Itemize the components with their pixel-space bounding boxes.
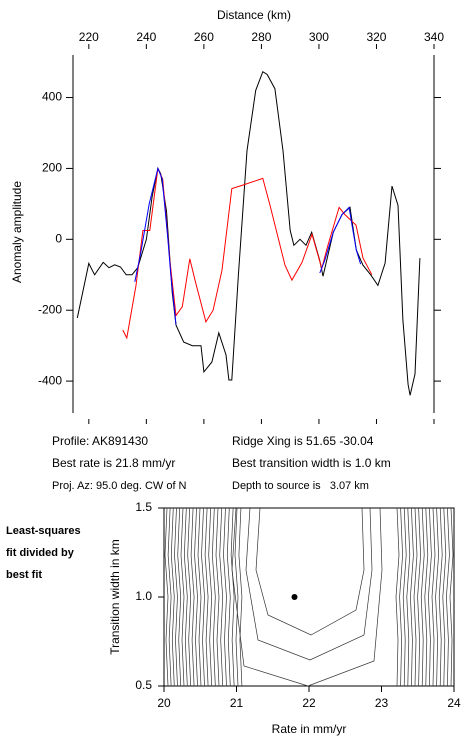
side-note: fit divided by [6, 547, 75, 559]
x-axis-title: Rate in mm/yr [272, 722, 347, 736]
contour-line [406, 507, 411, 687]
data-line [134, 166, 362, 325]
y-tick-label: 1.5 [135, 500, 152, 514]
side-note: Least-squares [6, 525, 81, 537]
side-note: best fit [6, 569, 42, 581]
contour-line [177, 507, 182, 687]
x-tick-label: 300 [309, 30, 329, 44]
y-tick-label: -400 [38, 373, 62, 387]
contour-line [449, 507, 454, 687]
x-tick-label: 320 [366, 30, 386, 44]
info-text: Ridge Xing is 51.65 -30.04 [232, 434, 374, 448]
contour-line [399, 507, 403, 687]
contour-line [431, 507, 436, 687]
x-tick-label: 280 [251, 30, 271, 44]
info-text: Proj. Az: 95.0 deg. CW of N [52, 480, 187, 492]
contour-line [238, 507, 243, 687]
contour-line [174, 507, 178, 687]
y-tick-label: 0.5 [135, 678, 152, 692]
contour-line [410, 507, 414, 687]
x-axis-title: Distance (km) [217, 8, 291, 22]
contour-line [164, 507, 169, 687]
info-text: Profile: AK891430 [52, 434, 148, 448]
info-text: Best rate is 21.8 mm/yr [52, 456, 175, 470]
info-text: Depth to source is 3.07 km [232, 480, 369, 492]
contours [164, 507, 454, 687]
x-tick-label: 220 [79, 30, 99, 44]
contour-line [438, 507, 443, 687]
contour-line [183, 507, 188, 687]
contour-line [170, 507, 175, 687]
contour-line [428, 507, 432, 687]
contour-line [395, 507, 400, 687]
x-tick-label: 20 [157, 696, 171, 710]
data-line [122, 166, 373, 340]
contour-line [446, 507, 450, 687]
contour-line [197, 507, 202, 687]
contour-line [223, 507, 227, 687]
y-tick-label: -200 [38, 302, 62, 316]
contour-line [219, 507, 224, 687]
contour-line [245, 507, 373, 661]
contour-line [204, 507, 209, 687]
contour-line [231, 507, 383, 687]
y-tick-label: 200 [42, 161, 62, 175]
contour-line [180, 507, 185, 687]
contour-line [234, 507, 239, 687]
y-axis-title: Transition width in km [108, 539, 122, 655]
contour-line [208, 507, 213, 687]
x-tick-label: 22 [302, 696, 316, 710]
y-tick-label: 400 [42, 90, 62, 104]
x-tick-label: 23 [375, 696, 389, 710]
contour-line [413, 507, 418, 687]
contour-line [442, 507, 447, 687]
contour-line [424, 507, 429, 687]
x-tick-label: 21 [230, 696, 244, 710]
contour-line [435, 507, 439, 687]
x-tick-label: 240 [136, 30, 156, 44]
x-tick-label: 340 [424, 30, 444, 44]
info-text: Best transition width is 1.0 km [232, 456, 391, 470]
x-tick-label: 24 [447, 696, 461, 710]
contour-line [402, 507, 407, 687]
y-axis-title: Anomaly amplitude [10, 181, 24, 283]
x-tick-label: 260 [194, 30, 214, 44]
contour-line [187, 507, 192, 687]
contour-line [420, 507, 425, 687]
contour-line [255, 507, 365, 636]
contour-line [201, 507, 205, 687]
contour-line [215, 507, 220, 687]
contour-line [190, 507, 195, 687]
y-tick-label: 1.0 [135, 589, 152, 603]
contour-line [167, 507, 172, 687]
contour-line [230, 507, 235, 687]
contour-line [417, 507, 421, 687]
y-tick-label: 0 [55, 231, 62, 245]
contour-line [226, 507, 231, 687]
best-fit-point [291, 594, 298, 600]
contour-line [194, 507, 198, 687]
contour-line [211, 507, 216, 687]
